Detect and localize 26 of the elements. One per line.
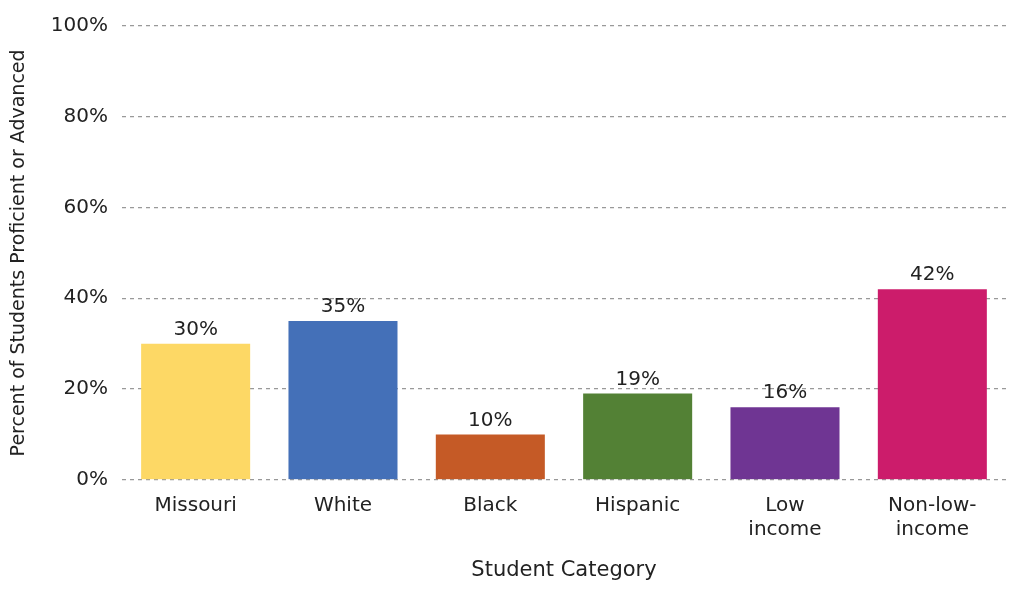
x-tick-label: Hispanic (595, 492, 681, 516)
y-tick-label: 80% (63, 102, 108, 127)
y-axis-title: Percent of Students Proficient or Advanced (6, 49, 29, 457)
y-tick-label: 20% (63, 375, 108, 400)
x-axis-title: Student Category (471, 556, 657, 581)
data-label: 16% (762, 379, 808, 404)
x-tick-label: White (313, 492, 373, 516)
bar (141, 343, 251, 480)
bar (877, 289, 987, 480)
y-tick-label: 40% (63, 284, 108, 309)
x-tick-label: Black (463, 492, 518, 516)
x-tick-label: Missouri (154, 492, 237, 516)
bar (730, 407, 840, 480)
x-tick-label: Non-low-income (888, 492, 977, 540)
y-tick-label: 0% (76, 466, 108, 490)
data-label: 10% (468, 406, 513, 431)
data-label: 30% (173, 315, 218, 340)
bar (288, 320, 398, 480)
x-tick-label: Low income (748, 492, 822, 540)
data-label: 42% (910, 261, 955, 286)
data-label: 19% (615, 365, 660, 390)
data-label: 35% (320, 293, 366, 318)
bar (435, 434, 545, 480)
y-tick-label: 100% (50, 12, 108, 37)
bar (583, 393, 693, 480)
y-tick-label: 60% (63, 193, 108, 218)
